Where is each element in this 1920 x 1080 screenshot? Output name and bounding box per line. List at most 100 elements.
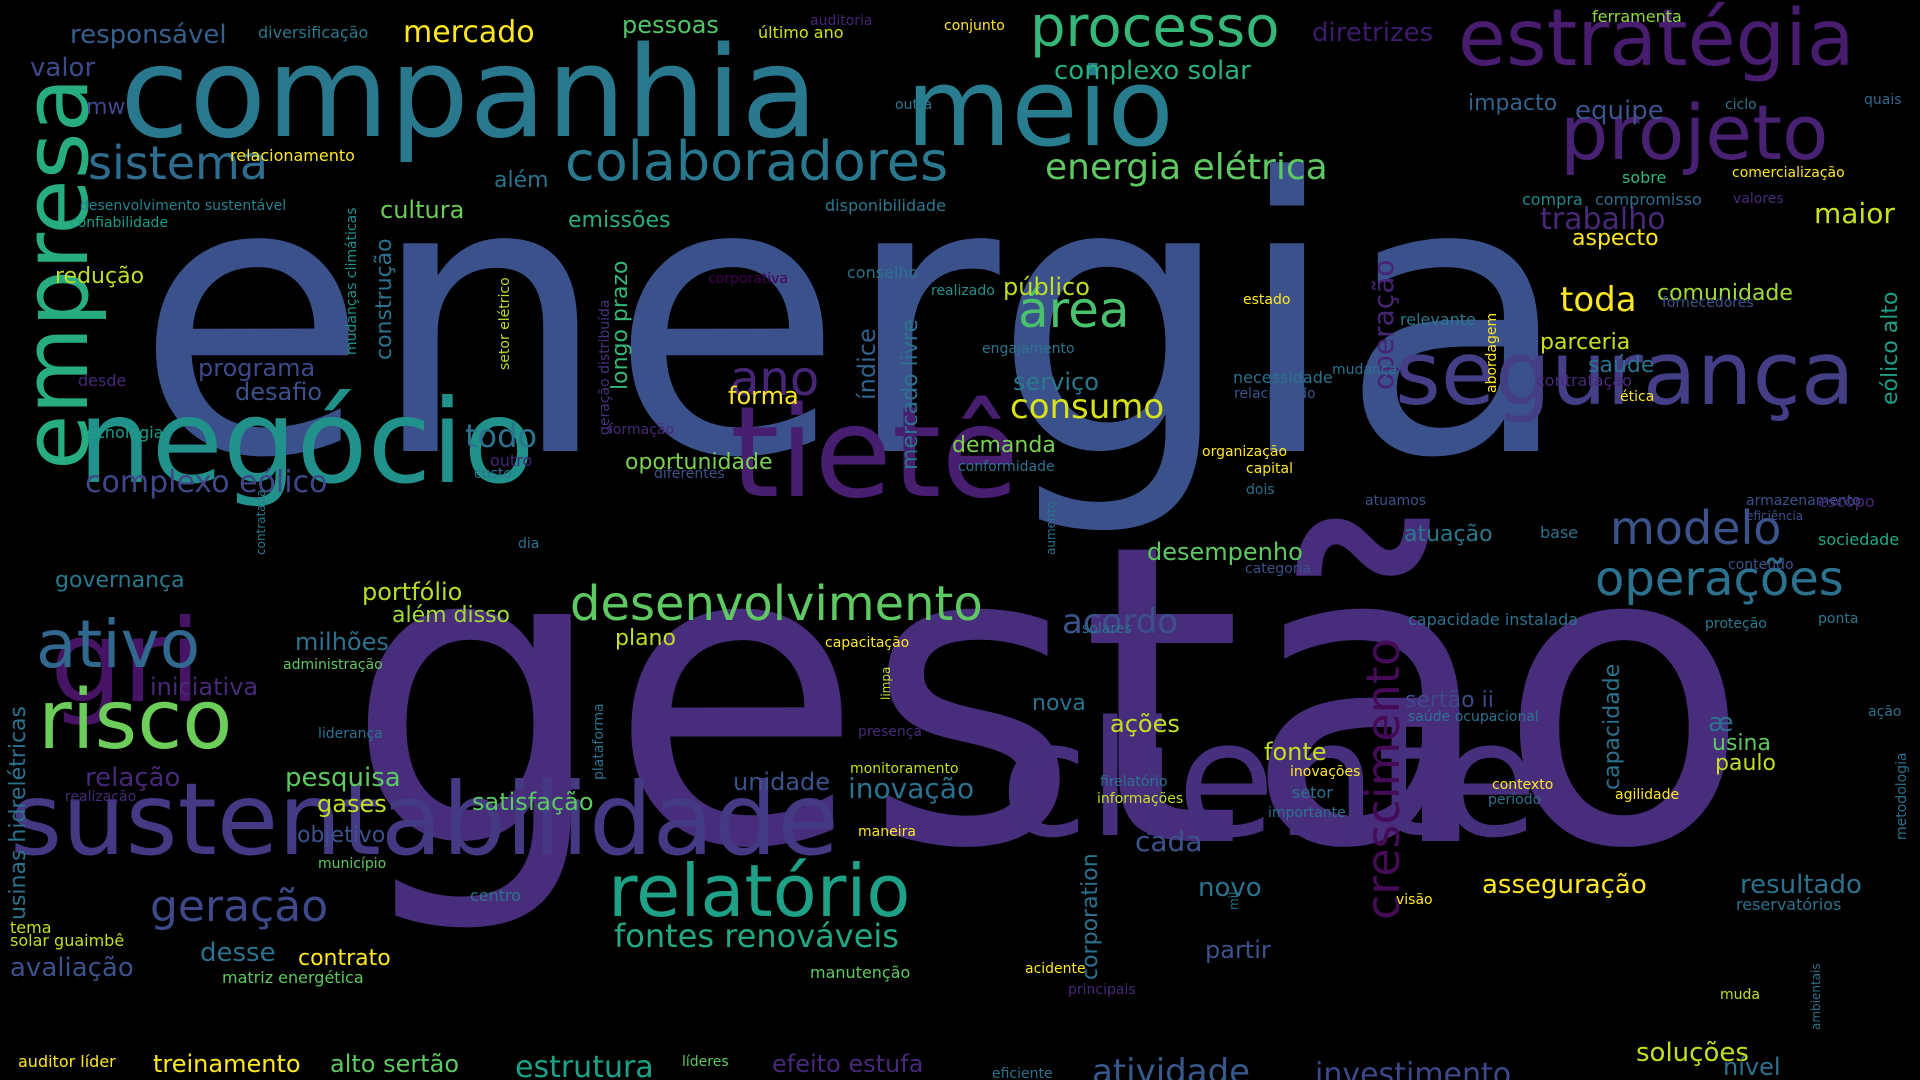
word-desenvolvimento-sustentavel: desenvolvimento sustentável bbox=[80, 198, 287, 214]
word-meio: meio bbox=[906, 46, 1174, 171]
word-nova: nova bbox=[1032, 691, 1086, 716]
word-sistema: sistema bbox=[88, 136, 269, 190]
word-complexo-solar: complexo solar bbox=[1054, 56, 1251, 86]
word-aspecto: aspecto bbox=[1572, 226, 1659, 251]
word-solucoes: soluções bbox=[1636, 1038, 1749, 1068]
word-parceria: parceria bbox=[1540, 330, 1631, 355]
word-quais: quais bbox=[1864, 92, 1902, 108]
word-tema: tema bbox=[10, 918, 52, 937]
word-compra: compra bbox=[1522, 190, 1583, 209]
word-contratacao: contratação bbox=[1536, 371, 1632, 390]
word-estrutura: estrutura bbox=[515, 1050, 654, 1080]
word-capacidade-instalada: capacidade instalada bbox=[1408, 610, 1579, 629]
word-categoria: categoria bbox=[1245, 561, 1312, 577]
word-responsavel: responsável bbox=[70, 20, 227, 50]
word-saude: saúde bbox=[1588, 353, 1655, 378]
word-equipe: equipe bbox=[1575, 96, 1664, 126]
word-partir: partir bbox=[1205, 936, 1271, 964]
word-geracao: geração bbox=[150, 881, 329, 932]
word-ativo: ativo bbox=[36, 606, 201, 683]
word-indice: índice bbox=[853, 328, 881, 400]
word-ciclo: ciclo bbox=[1725, 97, 1757, 113]
word-centro: centro bbox=[470, 886, 522, 905]
word-necessidade: necessidade bbox=[1233, 368, 1333, 387]
word-toda: toda bbox=[1560, 280, 1637, 320]
word-relevante: relevante bbox=[1400, 310, 1476, 329]
word-setor-eletrico: setor elétrico bbox=[497, 277, 513, 370]
word-alto-sertao: alto sertão bbox=[330, 1050, 460, 1078]
word-tiete: tietê bbox=[730, 379, 1019, 526]
word-muda: muda bbox=[1720, 987, 1760, 1003]
word-mudancas-climaticas: mudanças climáticas bbox=[344, 207, 360, 355]
word-relacionado: relacionado bbox=[1234, 386, 1316, 402]
word-aumento: aumento bbox=[1044, 501, 1058, 555]
word-efeito-estufa: efeito estufa bbox=[772, 1050, 924, 1078]
word-desempenho: desempenho bbox=[1147, 538, 1303, 566]
word-ano: ano bbox=[730, 351, 820, 407]
word-glyph: æ bbox=[1708, 708, 1734, 738]
word-area: área bbox=[1018, 281, 1130, 339]
word-diretrizes: diretrizes bbox=[1312, 18, 1434, 48]
word-periodo: período bbox=[1488, 792, 1542, 808]
word-fornecedores: fornecedores bbox=[1662, 295, 1754, 311]
word-outro: outro bbox=[490, 451, 533, 470]
word-relacao: relação bbox=[85, 763, 181, 793]
word-atuacao: atuação bbox=[1404, 522, 1493, 547]
word-visao: visão bbox=[1396, 892, 1433, 908]
word-relacionamento: relacionamento bbox=[230, 146, 355, 165]
word-limpa: limpa bbox=[879, 666, 893, 700]
word-corporativa: corporativa bbox=[708, 271, 789, 287]
word-diversificacao: diversificação bbox=[258, 23, 369, 42]
word-eficiente: eficiente bbox=[992, 1066, 1053, 1080]
word-nivel: nível bbox=[1723, 1053, 1781, 1080]
word-realizado: realizado bbox=[931, 283, 995, 299]
word-solar-guaimbe: solar guaimbê bbox=[10, 931, 125, 950]
word-paulo: paulo bbox=[1715, 751, 1776, 776]
word-escopo: escopo bbox=[1818, 492, 1875, 511]
word-capacidade: capacidade bbox=[1600, 663, 1625, 790]
word-pesquisa: pesquisa bbox=[285, 763, 401, 793]
word-eficiencia: eficiência bbox=[1746, 509, 1804, 523]
word-portfolio: portfólio bbox=[362, 578, 463, 606]
word-realizacao: realização bbox=[65, 789, 137, 805]
word-gestao: gestão bbox=[345, 456, 1751, 939]
word-negocio: negócio bbox=[78, 375, 535, 510]
word-satisfacao: satisfação bbox=[472, 788, 594, 816]
word-desse: desse bbox=[200, 938, 276, 968]
word-auditoria: auditoria bbox=[810, 13, 873, 29]
word-companhia: companhia bbox=[120, 19, 819, 166]
word-engajamento: engajamento bbox=[982, 341, 1075, 357]
word-iniciativa: iniciativa bbox=[150, 673, 259, 701]
word-publico: público bbox=[1003, 273, 1090, 301]
word-lideranca: liderança bbox=[318, 726, 383, 742]
word-importante: importante bbox=[1268, 805, 1346, 821]
word-asseguracao: asseguração bbox=[1482, 870, 1647, 900]
word-presenca: presença bbox=[858, 724, 923, 740]
word-pessoas: pessoas bbox=[622, 11, 719, 39]
word-acidente: acidente bbox=[1025, 961, 1086, 977]
word-forma: forma bbox=[728, 382, 799, 410]
word-demanda: demanda bbox=[952, 433, 1056, 458]
word-energia-eletrica: energia elétrica bbox=[1045, 147, 1328, 188]
word-municipio: município bbox=[318, 856, 387, 872]
word-emissoes: emissões bbox=[568, 208, 671, 233]
word-investimento: investimento bbox=[1315, 1057, 1512, 1080]
word-impacto: impacto bbox=[1468, 91, 1558, 116]
word-conselho: conselho bbox=[847, 263, 919, 282]
word-fonte: fonte bbox=[1264, 738, 1327, 766]
word-objetivo: objetivo bbox=[297, 823, 386, 848]
word-processo: processo bbox=[1030, 0, 1280, 60]
word-setor: setor bbox=[1292, 783, 1333, 802]
word-gri: gri bbox=[50, 595, 201, 728]
word-mudanca: mudança bbox=[1332, 362, 1398, 378]
word-firelatorio: firelatório bbox=[1100, 774, 1168, 790]
word-crescimento: crescimento bbox=[1356, 638, 1410, 920]
word-desenvolvimento: desenvolvimento bbox=[570, 576, 983, 632]
word-todo: todo bbox=[465, 417, 538, 455]
word-comercializacao: comercialização bbox=[1732, 165, 1845, 181]
word-seguranca: segurança bbox=[1395, 322, 1855, 425]
word-conjunto: conjunto bbox=[944, 18, 1005, 34]
word-unidade: unidade bbox=[733, 768, 831, 796]
word-disponibilidade: disponibilidade bbox=[825, 196, 946, 215]
